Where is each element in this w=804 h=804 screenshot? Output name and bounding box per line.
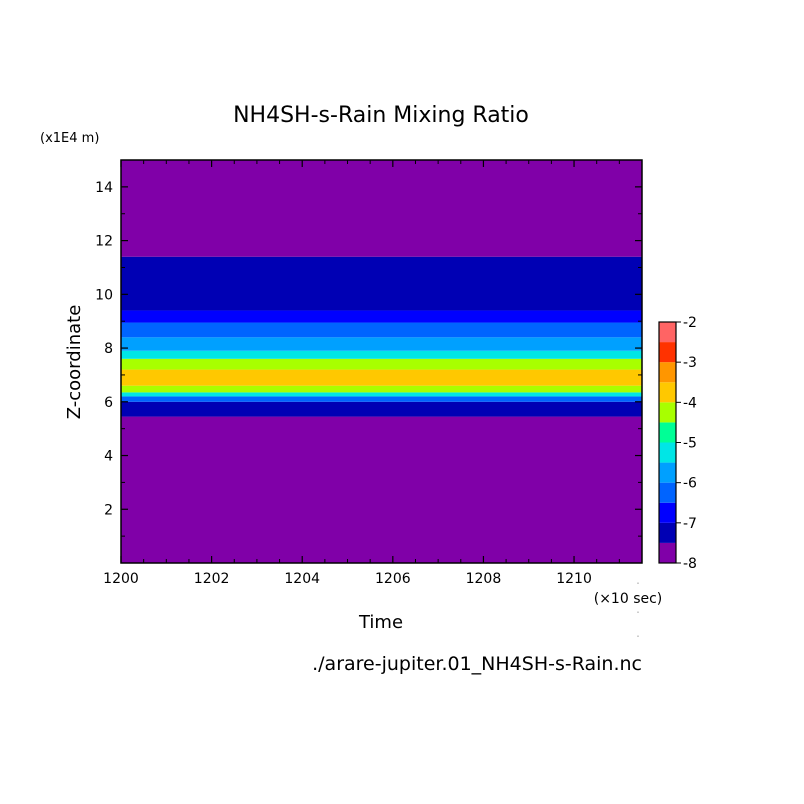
colorbar-swatch: [659, 402, 676, 423]
x-unit-mark: ˙: [636, 582, 640, 591]
x-unit-mark: ˙: [636, 611, 640, 620]
y-axis-unit: (x1E4 m): [40, 131, 99, 146]
x-axis-unit: (×10 sec): [594, 591, 663, 607]
contour-band: [121, 392, 642, 397]
colorbar-tick-label: -7: [683, 516, 697, 532]
x-tick-label: 1204: [284, 571, 320, 587]
x-axis: 1200 1202 1204 1206 1208 1210: [103, 160, 643, 587]
colorbar-tick-label: -6: [683, 476, 697, 492]
contour-band: [121, 358, 642, 370]
contour-band: [121, 401, 642, 417]
contour-band: [121, 369, 642, 386]
colorbar-tick-label: -2: [683, 315, 697, 331]
chart-title: NH4SH-s-Rain Mixing Ratio: [233, 103, 529, 128]
colorbar-tick-label: -5: [683, 436, 697, 452]
contour-band: [121, 322, 642, 338]
colorbar-tick-label: -8: [683, 556, 697, 572]
contour-band: [121, 416, 642, 563]
colorbar-swatch: [659, 462, 676, 483]
y-tick-label: 14: [95, 180, 113, 196]
contour-band: [121, 385, 642, 393]
y-tick-label: 10: [95, 287, 113, 303]
y-axis: 2 4 6 8 10 12 14: [95, 180, 642, 537]
colorbar-swatch: [659, 322, 676, 343]
x-tick-label: 1210: [556, 571, 592, 587]
source-filename: ./arare-jupiter.01_NH4SH-s-Rain.nc: [312, 653, 642, 675]
x-unit-mark: ˙: [636, 635, 640, 644]
colorbar-swatch: [659, 502, 676, 523]
colorbar-swatch: [659, 482, 676, 503]
plot-frame: [120, 159, 643, 564]
colorbar-swatch: [659, 442, 676, 463]
x-tick-label: 1208: [466, 571, 502, 587]
y-tick-label: 4: [104, 449, 113, 465]
contour-band: [121, 337, 642, 351]
colorbar-tick-label: -3: [683, 355, 697, 371]
x-tick-label: 1206: [375, 571, 411, 587]
contour-band: [121, 396, 642, 402]
colorbar-swatch: [659, 382, 676, 403]
x-axis-label: Time: [358, 612, 403, 633]
x-tick-label: 1200: [103, 571, 139, 587]
contour-band: [121, 160, 642, 257]
y-tick-label: 12: [95, 234, 113, 250]
x-tick-label: 1202: [194, 571, 230, 587]
contour-band: [121, 350, 642, 359]
colorbar: -2 -3 -4 -5 -6 -7 -8: [658, 315, 697, 572]
colorbar-swatch: [659, 542, 676, 563]
colorbar-swatch: [659, 522, 676, 543]
colorbar-swatch: [659, 342, 676, 363]
colorbar-tick-label: -4: [683, 395, 697, 411]
contour-band: [121, 256, 642, 311]
contour-bands: [121, 160, 642, 563]
y-axis-label: Z-coordinate: [64, 305, 85, 420]
contour-band: [121, 310, 642, 323]
y-tick-label: 2: [104, 502, 113, 518]
colorbar-swatch: [659, 362, 676, 383]
y-tick-label: 6: [104, 395, 113, 411]
colorbar-swatch: [659, 422, 676, 443]
y-tick-label: 8: [104, 341, 113, 357]
